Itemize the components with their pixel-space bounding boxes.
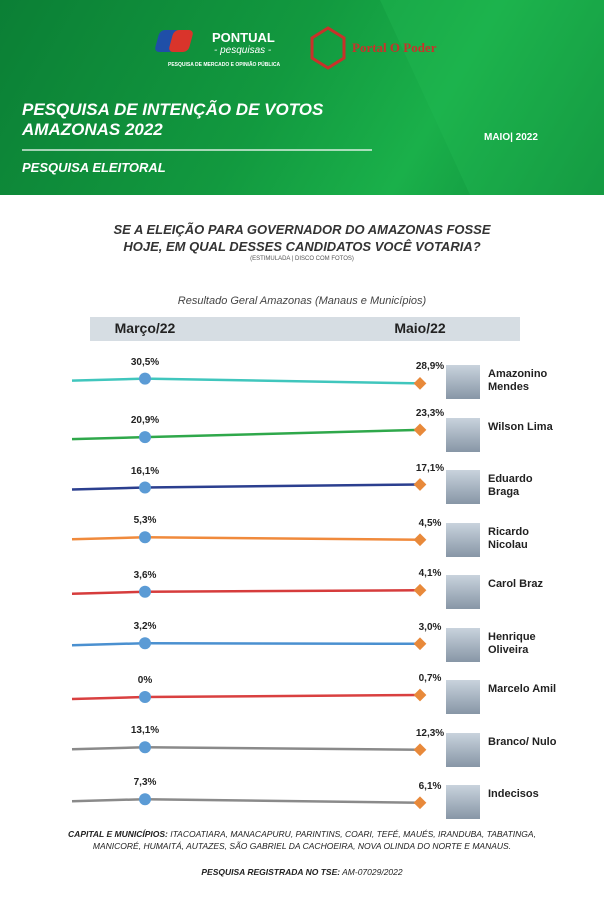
march-marker	[139, 531, 151, 544]
brand-tagline: PESQUISA DE MERCADO E OPINIÃO PÚBLICA	[168, 62, 281, 68]
footer-cities: CAPITAL E MUNICÍPIOS: ITACOATIARA, MANAC…	[50, 828, 554, 852]
candidate-photo	[446, 417, 480, 452]
chart-subtitle: Resultado Geral Amazonas (Manaus e Munic…	[177, 295, 427, 307]
series-line	[144, 746, 421, 751]
row-tail	[71, 435, 146, 441]
value-label: 0%	[137, 675, 153, 687]
series-line	[144, 483, 421, 489]
title-line2: AMAZONAS 2022	[22, 120, 163, 139]
series-line	[144, 641, 421, 646]
series-line	[144, 693, 421, 699]
value-label: 3,6%	[133, 569, 157, 581]
candidate-photo	[446, 627, 480, 662]
march-marker	[139, 431, 151, 444]
candidate-name: Carol Braz	[488, 578, 544, 590]
candidate-name: Ricardo Nicolau	[488, 525, 529, 551]
march-marker	[139, 481, 151, 494]
may-marker	[413, 377, 427, 390]
value-label: 4,1%	[418, 568, 442, 580]
cities: ITACOATIARA, MANACAPURU, PARINTINS, COAR…	[92, 829, 536, 851]
value-label: 4,5%	[418, 517, 442, 529]
may-marker	[413, 796, 427, 810]
value-label: 30,5%	[130, 356, 160, 368]
category-label: Maio/22	[394, 320, 446, 336]
value-label: 3,0%	[418, 621, 442, 633]
march-marker	[139, 691, 151, 704]
candidate-name: Eduardo Braga	[488, 473, 533, 498]
march-marker	[139, 741, 151, 754]
header: PONTUAL - pesquisas - PESQUISA DE MERCAD…	[0, 0, 604, 195]
may-marker	[413, 743, 427, 757]
question-note: (ESTIMULADA | DISCO COM FOTOS)	[250, 256, 354, 262]
partner: Portal O Poder	[352, 40, 437, 55]
may-marker	[413, 533, 427, 547]
value-label: 6,1%	[418, 780, 442, 792]
registry-label: PESQUISA REGISTRADA NO TSE:	[201, 867, 341, 877]
candidate-name: Indecisos	[488, 788, 539, 800]
category-label: Março/22	[114, 320, 176, 336]
series-line	[144, 797, 421, 805]
march-marker	[139, 637, 151, 650]
date: MAIO| 2022	[484, 132, 538, 143]
candidate-photo	[446, 732, 480, 767]
candidate-name: Wilson Lima	[488, 420, 553, 433]
value-label: 0,7%	[418, 672, 442, 684]
value-label: 20,9%	[130, 415, 160, 427]
may-marker	[413, 583, 427, 597]
row-tail	[71, 746, 146, 751]
row-tail	[71, 590, 146, 595]
section: PESQUISA ELEITORAL	[22, 160, 166, 175]
value-label: 23,3%	[415, 407, 445, 419]
value-label: 12,3%	[415, 727, 445, 739]
candidate-photo	[446, 680, 480, 714]
value-label: 5,3%	[133, 515, 157, 527]
march-marker	[139, 793, 151, 806]
march-marker	[139, 585, 151, 598]
header-art	[22, 0, 604, 195]
series-line	[144, 536, 421, 541]
registry: AM-07029/2022	[342, 867, 403, 877]
row-tail	[71, 536, 146, 541]
may-marker	[413, 637, 427, 651]
candidate-photo	[446, 365, 480, 399]
row-tail	[71, 641, 146, 647]
question-line1: SE A ELEIÇÃO PARA GOVERNADOR DO AMAZONAS…	[113, 222, 491, 237]
march-marker	[139, 372, 151, 385]
value-label: 28,9%	[415, 361, 445, 373]
series-line	[144, 428, 421, 439]
title-line1: PESQUISA DE INTENÇÃO DE VOTOS	[22, 100, 324, 119]
category-band	[90, 317, 520, 341]
candidate-name: Branco/ Nulo	[488, 735, 557, 748]
may-marker	[413, 478, 427, 491]
candidate-name: Marcelo Amil	[488, 683, 557, 695]
row-tail	[71, 797, 146, 803]
footer-registry: PESQUISA REGISTRADA NO TSE: AM-07029/202…	[0, 867, 604, 877]
candidate-name: Amazonino Mendes	[488, 368, 548, 393]
value-label: 7,3%	[133, 777, 157, 789]
question-line2: HOJE, EM QUAL DESSES CANDIDATOS VOCÊ VOT…	[123, 239, 481, 254]
value-label: 16,1%	[130, 465, 160, 477]
cities-label: CAPITAL E MUNICÍPIOS:	[68, 829, 168, 839]
row-tail	[71, 695, 146, 701]
row-tail	[71, 486, 146, 491]
brand: PONTUAL	[212, 30, 275, 45]
series-line	[144, 589, 421, 593]
candidate-photo	[446, 470, 480, 504]
value-label: 3,2%	[133, 621, 157, 633]
candidate-photo	[446, 575, 480, 609]
candidate-photo	[446, 522, 480, 557]
value-label: 13,1%	[130, 725, 160, 737]
value-label: 17,1%	[415, 462, 445, 474]
brand-sub: - pesquisas -	[214, 45, 272, 56]
may-marker	[413, 688, 427, 702]
row-tail	[71, 377, 146, 382]
candidate-name: Henrique Oliveira	[488, 630, 536, 656]
series-line	[144, 377, 421, 385]
may-marker	[413, 423, 427, 437]
candidate-photo	[446, 785, 480, 819]
